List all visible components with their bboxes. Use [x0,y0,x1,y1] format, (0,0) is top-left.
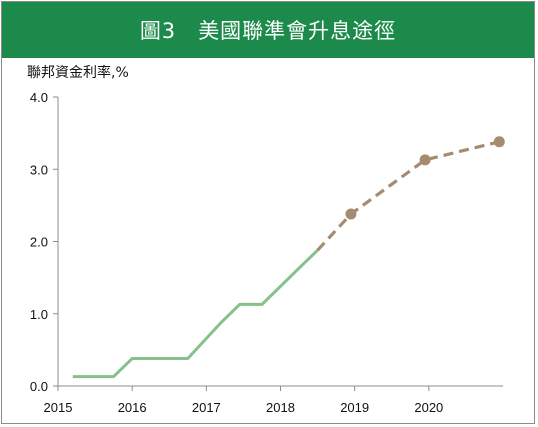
title-banner: 圖3 美國聯準會升息途徑 [2,2,534,58]
y-tick-label: 2.0 [30,235,48,250]
projection-marker [493,136,505,148]
x-tick-label: 2016 [118,400,147,415]
x-tick-label: 2018 [266,400,295,415]
projection-marker [345,208,357,220]
projected-rate-line [316,140,500,252]
actual-rate-line [72,249,319,379]
chart-title: 美國聯準會升息途徑 [198,19,397,43]
y-tick-label: 0.0 [30,379,48,394]
x-tick-label: 2020 [414,400,443,415]
y-tick-label: 3.0 [30,162,48,177]
y-axis-label: 聯邦資金利率,% [27,65,129,81]
x-tick-label: 2015 [44,400,73,415]
projection-marker [419,154,431,166]
x-tick-label: 2017 [192,400,221,415]
y-tick-label: 1.0 [30,307,48,322]
y-tick-label: 4.0 [30,90,48,105]
x-tick-label: 2019 [340,400,369,415]
figure-number: 圖3 [139,19,177,43]
